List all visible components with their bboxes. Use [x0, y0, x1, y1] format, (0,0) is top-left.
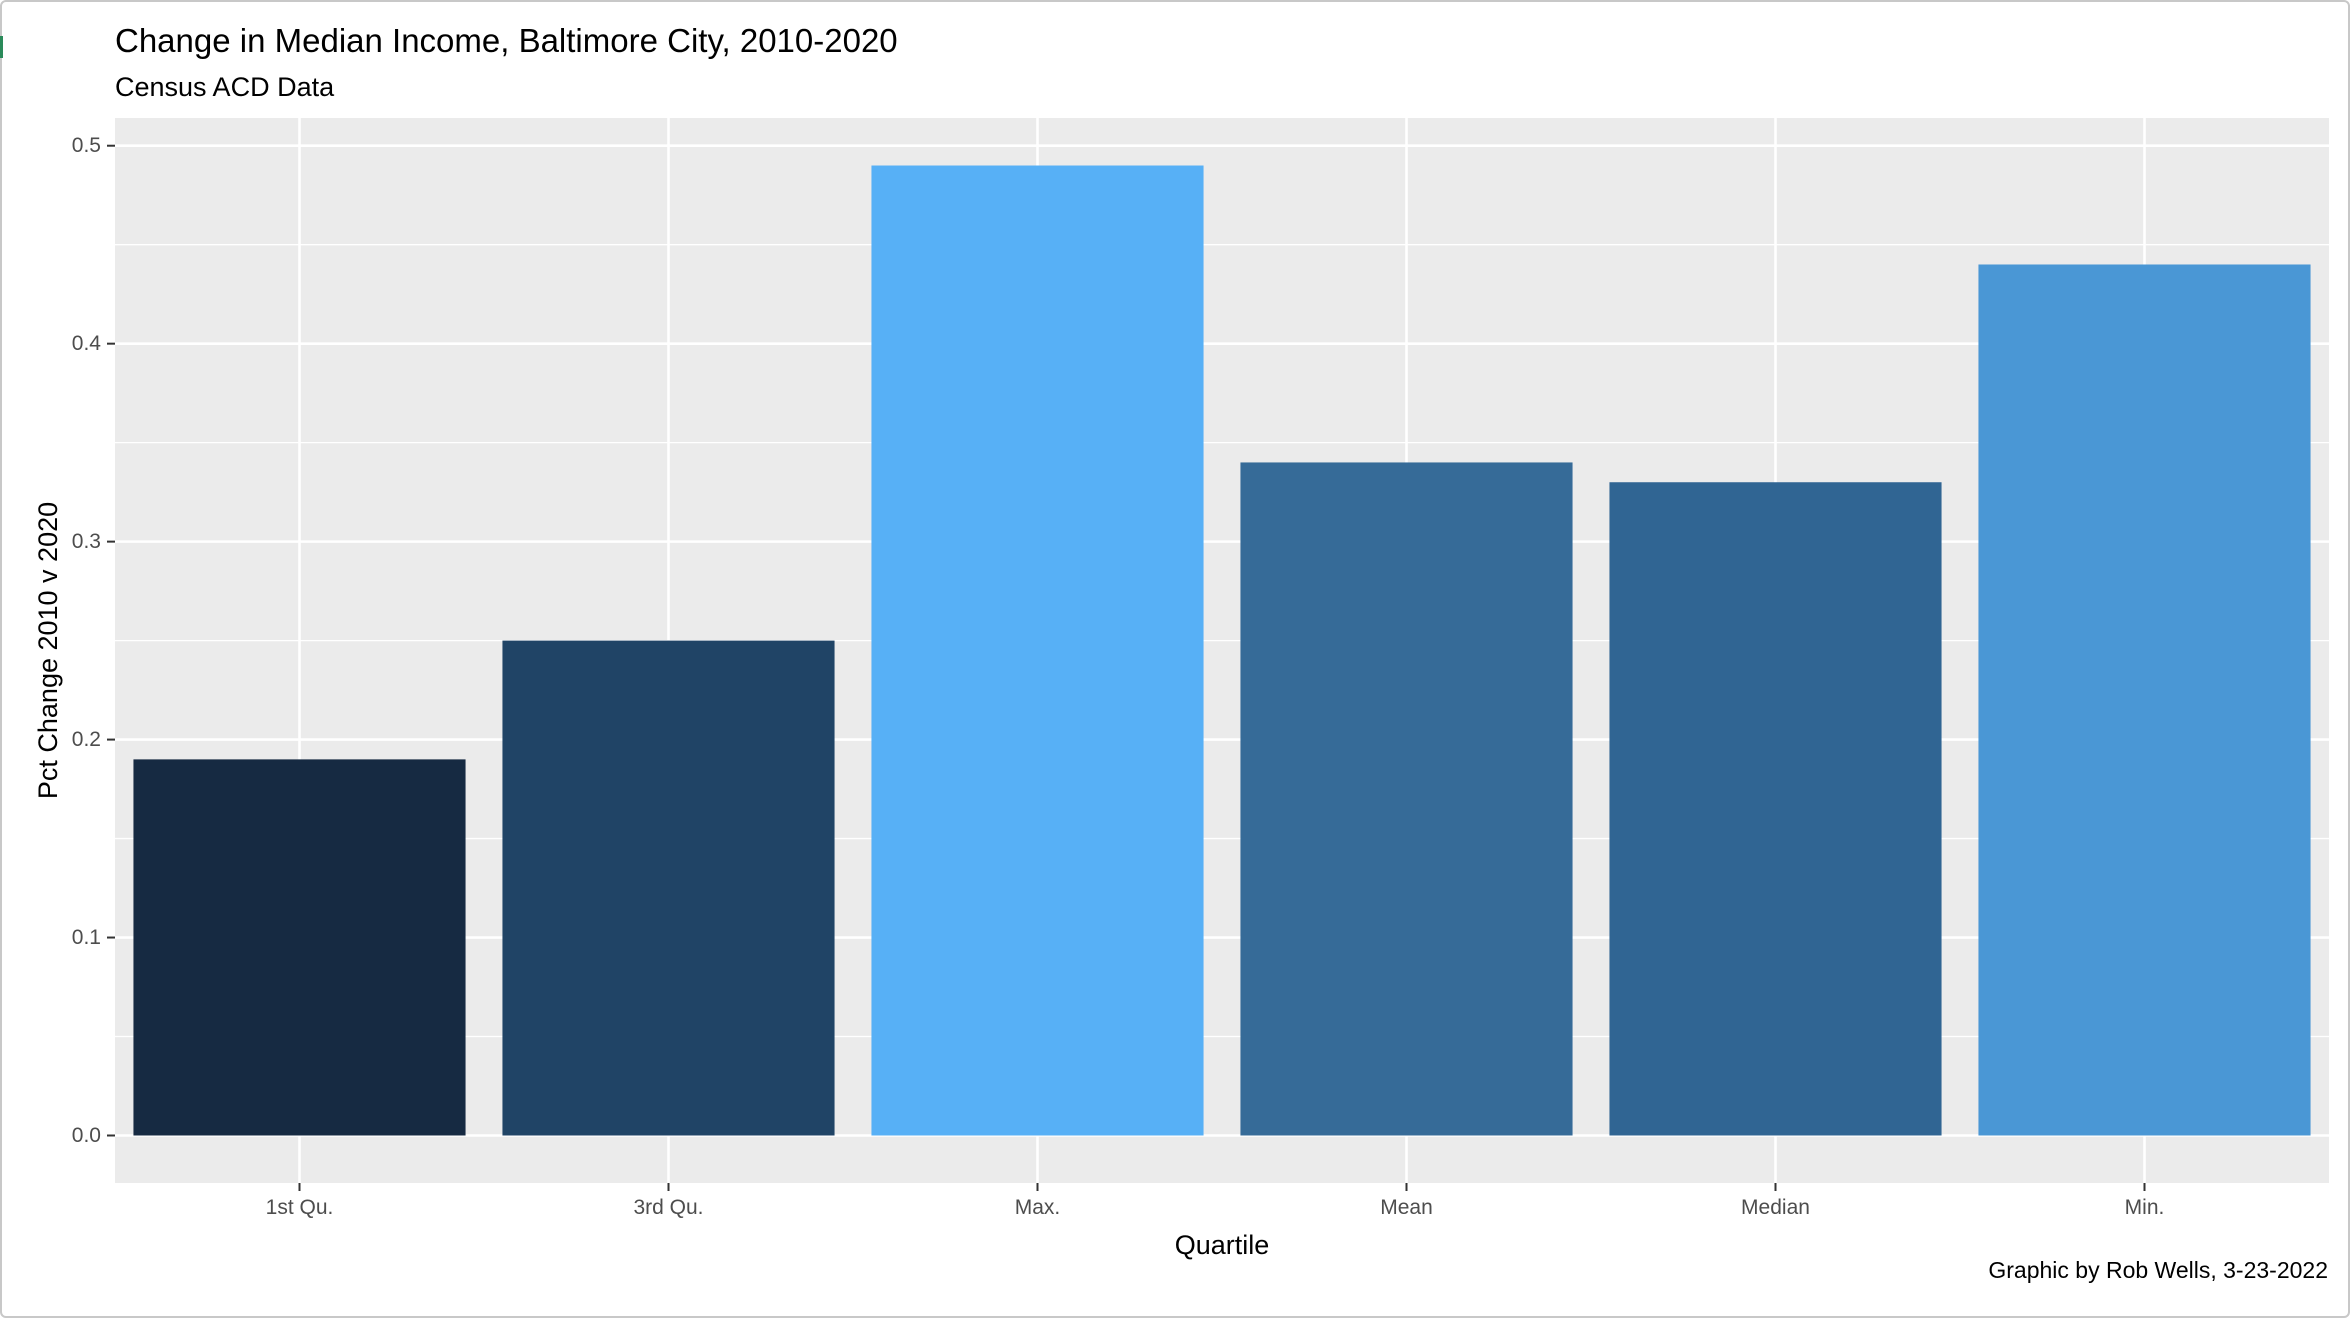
- y-tick-label: 0.1: [72, 926, 101, 949]
- x-axis-title: Quartile: [1175, 1230, 1270, 1260]
- bar-max: [871, 165, 1204, 1136]
- bar-median: [1609, 482, 1942, 1136]
- y-tick-label: 0.5: [72, 134, 101, 157]
- window-edge-accent: [0, 36, 3, 58]
- x-tick-label: Mean: [1380, 1196, 1433, 1219]
- bar-3rd-qu: [502, 640, 835, 1136]
- y-tick-label: 0.4: [72, 332, 102, 355]
- x-tick-label: Max.: [1015, 1196, 1061, 1219]
- x-tick-label: 3rd Qu.: [633, 1196, 703, 1219]
- y-tick-label: 0.0: [72, 1124, 101, 1147]
- y-tick-label: 0.3: [72, 530, 101, 553]
- y-tick-label: 0.2: [72, 728, 101, 751]
- x-tick-label: 1st Qu.: [266, 1196, 334, 1219]
- bar-min: [1978, 264, 2311, 1136]
- plot-panel: [115, 118, 2329, 1183]
- chart-caption: Graphic by Rob Wells, 3-23-2022: [1988, 1257, 2328, 1283]
- y-axis-title: Pct Change 2010 v 2020: [33, 502, 63, 799]
- chart-subtitle: Census ACD Data: [115, 72, 335, 102]
- bar-1st-qu: [133, 759, 466, 1136]
- x-tick-label: Median: [1741, 1196, 1810, 1219]
- x-tick-label: Min.: [2125, 1196, 2165, 1219]
- bar-mean: [1240, 462, 1573, 1136]
- chart-title: Change in Median Income, Baltimore City,…: [115, 22, 898, 59]
